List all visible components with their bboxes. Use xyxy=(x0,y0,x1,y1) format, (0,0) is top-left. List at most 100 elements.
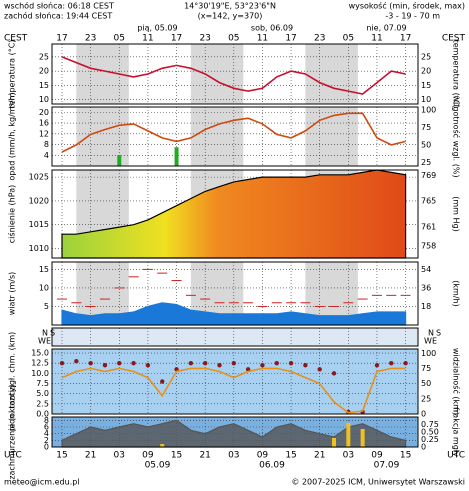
series-dot xyxy=(88,361,93,366)
series-dot xyxy=(231,361,237,366)
y-tick-label: 25 xyxy=(39,52,49,61)
y2-tick-label: 0.75 xyxy=(421,420,439,429)
series-dot xyxy=(217,363,222,368)
panel-frame xyxy=(51,43,419,105)
y2-tick-label: 54 xyxy=(421,265,431,274)
cest-label: CEST xyxy=(442,34,466,44)
bottom-date: 06.09 xyxy=(259,461,285,471)
series-dot xyxy=(174,367,179,372)
night-band xyxy=(305,44,358,104)
y-tick-label: 2 xyxy=(44,436,49,445)
y2-axis-label: (km/h) xyxy=(452,280,461,306)
panel-frame xyxy=(51,106,419,167)
dir-label: E xyxy=(432,337,437,346)
y2-tick-label: 100 xyxy=(421,349,436,358)
y2-tick-label: 50 xyxy=(421,379,431,388)
y2-tick-label: 20 xyxy=(421,67,431,76)
panel-bg xyxy=(52,328,418,346)
cest-tick: 23 xyxy=(85,34,96,44)
utc-tick: 03 xyxy=(228,451,239,461)
height-title: wysokość (min, środek, max) xyxy=(349,1,465,11)
series-area xyxy=(61,302,407,326)
series-line xyxy=(61,367,406,414)
cest-tick: 11 xyxy=(371,34,382,44)
y-tick-label: 15 xyxy=(39,265,49,274)
series-dot xyxy=(188,361,194,366)
y-tick-label: 1010 xyxy=(29,244,49,253)
series-dot xyxy=(317,367,322,372)
y2-axis-label: wilgotność wzgl. (%) xyxy=(452,95,462,177)
cest-tick: 23 xyxy=(314,34,325,44)
y2-tick-label: 769 xyxy=(421,171,436,180)
panel-frame xyxy=(51,348,419,415)
y-tick-label: 1015 xyxy=(29,220,49,229)
series-dot xyxy=(331,371,337,376)
cest-tick: 05 xyxy=(343,34,354,44)
cest-tick: 17 xyxy=(285,34,296,44)
series-bar xyxy=(360,429,365,447)
y2-tick-label: 75 xyxy=(421,123,431,132)
y2-tick-label: 761 xyxy=(421,222,436,231)
series-bar xyxy=(332,438,337,447)
dir-label: W xyxy=(424,337,432,346)
series-dot xyxy=(403,361,408,366)
y2-tick-label: 75 xyxy=(421,364,431,373)
y2-tick-label: 0.25 xyxy=(421,435,439,444)
coords: 14°30'19"E, 53°23'6"N xyxy=(184,2,276,11)
y-tick-label: 2.5 xyxy=(36,399,49,408)
y-tick-label: 12 xyxy=(39,129,49,138)
y-axis-label: pion. rozciągł. chm. (km) xyxy=(8,332,17,432)
series-dot xyxy=(260,363,265,368)
series-area xyxy=(61,419,407,448)
sunrise: wschód słońca: 06:18 CEST xyxy=(4,1,114,11)
top-date: pią, 05.09 xyxy=(137,24,177,33)
bottom-date: 05.09 xyxy=(145,461,171,471)
cest-tick: 17 xyxy=(400,34,411,44)
y-tick-label: 15 xyxy=(39,81,49,90)
panel-frame xyxy=(51,261,419,326)
series-line xyxy=(61,56,406,95)
dir-label: S xyxy=(436,329,441,338)
y-axis-label: zachmurzenie (oktanty) xyxy=(8,384,17,479)
series-dot xyxy=(160,379,165,384)
series-bar xyxy=(117,155,122,166)
y2-axis-label: temperatura (°C) xyxy=(452,40,461,109)
cest-tick: 05 xyxy=(228,34,239,44)
y2-tick-label: 758 xyxy=(421,241,436,250)
utc-tick: 03 xyxy=(114,451,125,461)
utc-tick: 21 xyxy=(314,451,325,461)
y2-axis-label: frakcja mgły xyxy=(452,407,461,457)
series-dot xyxy=(145,363,151,368)
dir-label: E xyxy=(46,337,51,346)
y-tick-label: 10 xyxy=(39,95,49,104)
y-tick-label: 7.5 xyxy=(36,379,49,388)
series-bar xyxy=(174,147,179,166)
y-tick-label: 0 xyxy=(44,443,49,452)
panel-frame xyxy=(51,416,419,448)
utc-tick: 15 xyxy=(56,451,67,461)
sunset: zachód słońca: 19:44 CEST xyxy=(4,11,112,21)
y-tick-label: 5 xyxy=(44,302,49,311)
y-tick-label: 1020 xyxy=(29,196,49,205)
dir-label: N xyxy=(42,329,48,338)
series-line xyxy=(61,112,406,153)
y-axis-label: wiatr (m/s) xyxy=(8,272,17,316)
utc-tick: 09 xyxy=(371,451,383,461)
utc-label: UTC xyxy=(4,451,22,461)
y-tick-label: 6 xyxy=(44,423,49,432)
y2-axis-label: (mm Hg) xyxy=(452,196,461,231)
cest-tick: 23 xyxy=(199,34,210,44)
y-tick-label: 1025 xyxy=(29,173,49,182)
y2-tick-label: 100 xyxy=(421,105,436,114)
grid-point: (x=142, y=370) xyxy=(198,12,263,21)
series-bar xyxy=(346,423,351,447)
y-tick-label: 10.0 xyxy=(31,369,49,378)
series-dot xyxy=(274,361,279,366)
utc-tick: 09 xyxy=(142,451,154,461)
cest-tick: 17 xyxy=(56,34,67,44)
series-dot xyxy=(245,367,251,372)
panel-bg xyxy=(52,349,418,414)
email: meteo@icm.edu.pl xyxy=(4,478,80,487)
series-dot xyxy=(74,358,79,364)
